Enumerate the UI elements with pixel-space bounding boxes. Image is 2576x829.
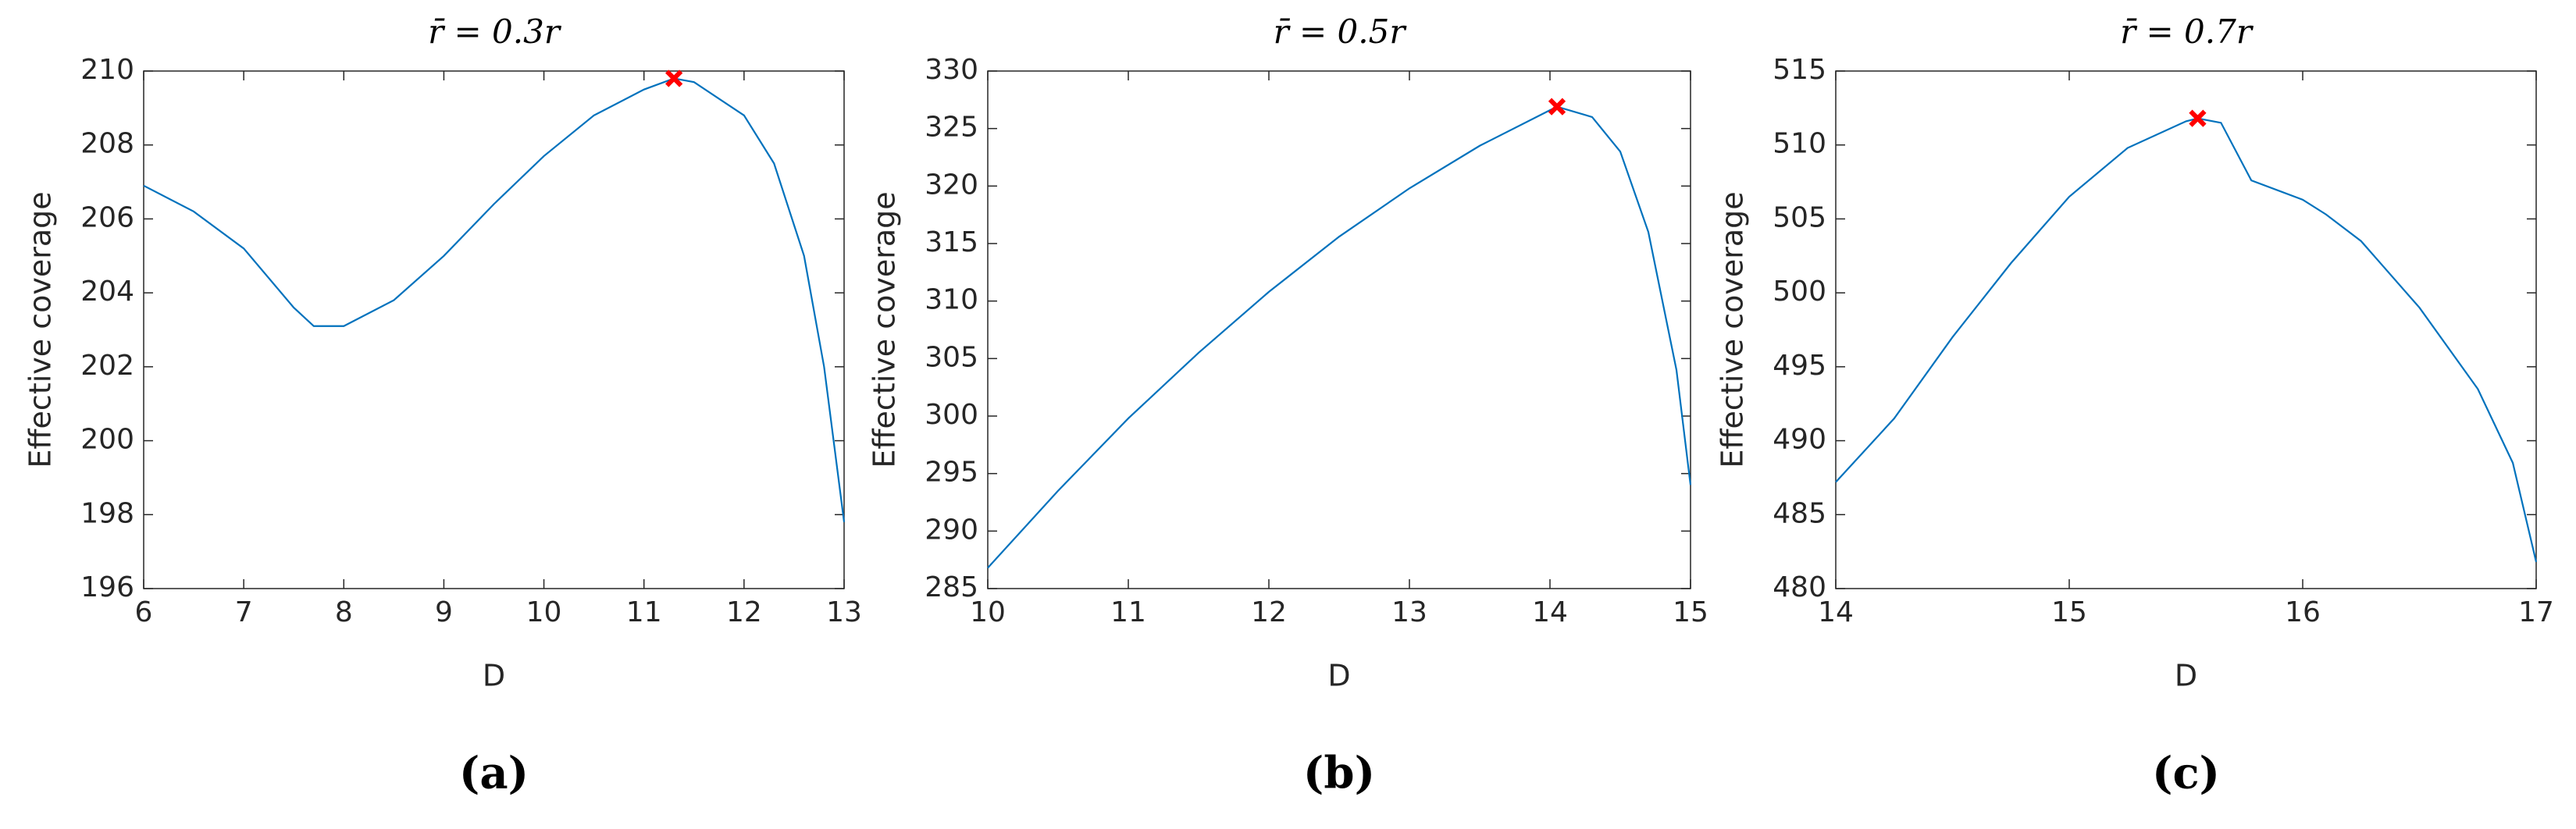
y-tick-label: 202 <box>80 350 134 382</box>
y-axis-label: Effective coverage <box>868 191 902 468</box>
x-tick-label: 6 <box>135 596 153 628</box>
x-tick-label: 11 <box>626 596 662 628</box>
y-axis-label: Effective coverage <box>1716 191 1750 468</box>
y-tick-label: 200 <box>80 424 134 456</box>
x-axis-label: D <box>1327 659 1350 693</box>
y-tick-label: 325 <box>925 112 978 144</box>
plot-area <box>143 70 845 589</box>
y-tick-label: 330 <box>925 54 978 86</box>
y-tick-label: 480 <box>1773 571 1826 603</box>
data-line <box>1835 117 2538 563</box>
y-tick-label: 510 <box>1773 128 1826 160</box>
data-line <box>987 105 1692 569</box>
chart-title: r̄ = 0.5r <box>1274 12 1408 51</box>
y-tick-label: 210 <box>80 54 134 86</box>
x-tick-label: 9 <box>435 596 453 628</box>
y-tick-label: 196 <box>80 571 134 603</box>
chart-title: r̄ = 0.7r <box>2120 12 2254 51</box>
caption: (c) <box>2152 748 2220 799</box>
x-tick-label: 8 <box>335 596 353 628</box>
x-tick-label: 13 <box>826 596 862 628</box>
y-tick-label: 300 <box>925 399 978 431</box>
x-tick-label: 14 <box>1818 596 1854 628</box>
y-tick-label: 515 <box>1773 54 1826 86</box>
y-tick-label: 208 <box>80 128 134 160</box>
y-tick-label: 206 <box>80 201 134 233</box>
x-tick-label: 17 <box>2518 596 2554 628</box>
y-tick-label: 315 <box>925 226 978 258</box>
x-tick-label: 11 <box>1110 596 1146 628</box>
x-tick-label: 7 <box>235 596 253 628</box>
x-axis-label: D <box>2175 659 2197 693</box>
y-tick-label: 495 <box>1773 350 1826 382</box>
max-marker <box>2189 109 2207 127</box>
x-tick-label: 12 <box>1251 596 1287 628</box>
max-marker <box>665 69 683 87</box>
y-axis-label: Effective coverage <box>23 191 58 468</box>
x-tick-label: 16 <box>2285 596 2321 628</box>
y-tick-label: 500 <box>1773 276 1826 308</box>
panel: 480 485 490 495 500 505 510 515 14 15 16 17 r̄ = 0.7… <box>1716 12 2554 799</box>
max-marker <box>1548 98 1566 116</box>
chart-title: r̄ = 0.3r <box>428 12 562 51</box>
panel: 196 198 200 202 204 206 208 210 6 7 8 9 10 11 12 13 r̄ =… <box>23 12 862 799</box>
y-tick-label: 505 <box>1773 201 1826 233</box>
y-tick-label: 490 <box>1773 424 1826 456</box>
x-tick-label: 14 <box>1532 596 1568 628</box>
x-tick-label: 10 <box>526 596 562 628</box>
x-tick-label: 10 <box>970 596 1006 628</box>
x-tick-label: 13 <box>1391 596 1427 628</box>
caption: (b) <box>1303 748 1375 799</box>
y-tick-label: 295 <box>925 457 978 489</box>
y-tick-label: 485 <box>1773 497 1826 529</box>
x-tick-label: 12 <box>726 596 762 628</box>
y-tick-label: 305 <box>925 341 978 373</box>
y-tick-label: 285 <box>925 571 978 603</box>
x-tick-label: 15 <box>1673 596 1708 628</box>
data-line <box>143 77 846 522</box>
x-tick-label: 15 <box>2051 596 2087 628</box>
y-tick-label: 310 <box>925 284 978 316</box>
y-tick-label: 198 <box>80 497 134 529</box>
y-tick-label: 204 <box>80 276 134 308</box>
panel: 285 290 295 300 305 310 315 320 325 330 10 11 12 13 14… <box>868 12 1708 799</box>
caption: (a) <box>459 748 529 799</box>
x-axis-label: D <box>483 659 505 693</box>
y-tick-label: 320 <box>925 169 978 201</box>
plot-area <box>1835 70 2537 589</box>
y-tick-label: 290 <box>925 514 978 546</box>
plot-area <box>987 70 1691 589</box>
